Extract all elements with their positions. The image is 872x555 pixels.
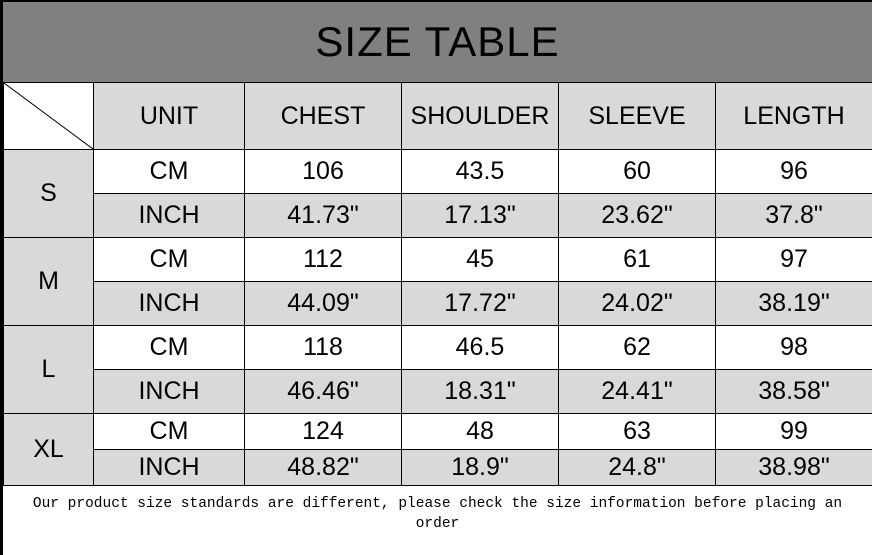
value-cell: 118 [244,325,402,370]
header-shoulder: SHOULDER [401,82,559,150]
table-row: INCH 41.73" 17.13" 23.62" 37.8" [4,193,872,238]
value-cell: 24.8" [558,449,716,486]
value-cell: 61 [558,237,716,282]
value-cell: 46.5 [401,325,559,370]
value-cell: 38.58" [715,369,872,414]
header-row: UNIT CHEST SHOULDER SLEEVE LENGTH [3,82,872,150]
size-table: UNIT CHEST SHOULDER SLEEVE LENGTH S CM 106… [3,82,872,486]
value-cell: 124 [244,413,402,450]
table-row: M CM 112 45 61 97 [3,237,872,326]
value-cell: 24.41" [558,369,716,414]
value-cell: 18.31" [401,369,559,414]
value-cell: 43.5 [401,149,559,194]
unit-cell: CM [93,413,245,450]
value-cell: 41.73" [244,193,402,238]
header-length: LENGTH [715,82,872,150]
value-cell: 38.98" [715,449,872,486]
value-cell: 17.72" [401,281,559,326]
size-label: L [3,325,94,414]
unit-cell: INCH [93,193,245,238]
size-label: S [3,149,94,238]
header-unit: UNIT [93,82,245,150]
unit-cell: CM [93,325,245,370]
table-row: INCH 46.46" 18.31" 24.41" 38.58" [4,369,872,414]
header-chest: CHEST [244,82,402,150]
value-cell: 112 [244,237,402,282]
value-cell: 17.13" [401,193,559,238]
header-sleeve: SLEEVE [558,82,716,150]
size-label: XL [3,413,94,486]
page-title: SIZE TABLE [3,2,872,82]
table-row: S CM 106 43.5 60 96 [3,149,872,238]
unit-cell: INCH [93,449,245,486]
value-cell: 46.46" [244,369,402,414]
table-row: INCH 48.82" 18.9" 24.8" 38.98" [4,449,872,486]
value-cell: 38.19" [715,281,872,326]
value-cell: 106 [244,149,402,194]
value-cell: 62 [558,325,716,370]
table-row: INCH 44.09" 17.72" 24.02" 38.19" [4,281,872,326]
value-cell: 45 [401,237,559,282]
value-cell: 99 [715,413,872,450]
value-cell: 60 [558,149,716,194]
value-cell: 97 [715,237,872,282]
unit-cell: INCH [93,369,245,414]
value-cell: 48 [401,413,559,450]
value-cell: 18.9" [401,449,559,486]
table-row: XL CM 124 48 63 99 [3,413,872,486]
value-cell: 44.09" [244,281,402,326]
value-cell: 24.02" [558,281,716,326]
value-cell: 48.82" [244,449,402,486]
unit-cell: CM [93,237,245,282]
value-cell: 98 [715,325,872,370]
size-note: Our product size standards are different… [32,496,843,532]
value-cell: 23.62" [558,193,716,238]
unit-cell: CM [93,149,245,194]
unit-cell: INCH [93,281,245,326]
value-cell: 63 [558,413,716,450]
diagonal-corner-cell [3,82,94,150]
size-label: M [3,237,94,326]
value-cell: 37.8" [715,193,872,238]
value-cell: 96 [715,149,872,194]
table-row: L CM 118 46.5 62 98 [3,325,872,414]
